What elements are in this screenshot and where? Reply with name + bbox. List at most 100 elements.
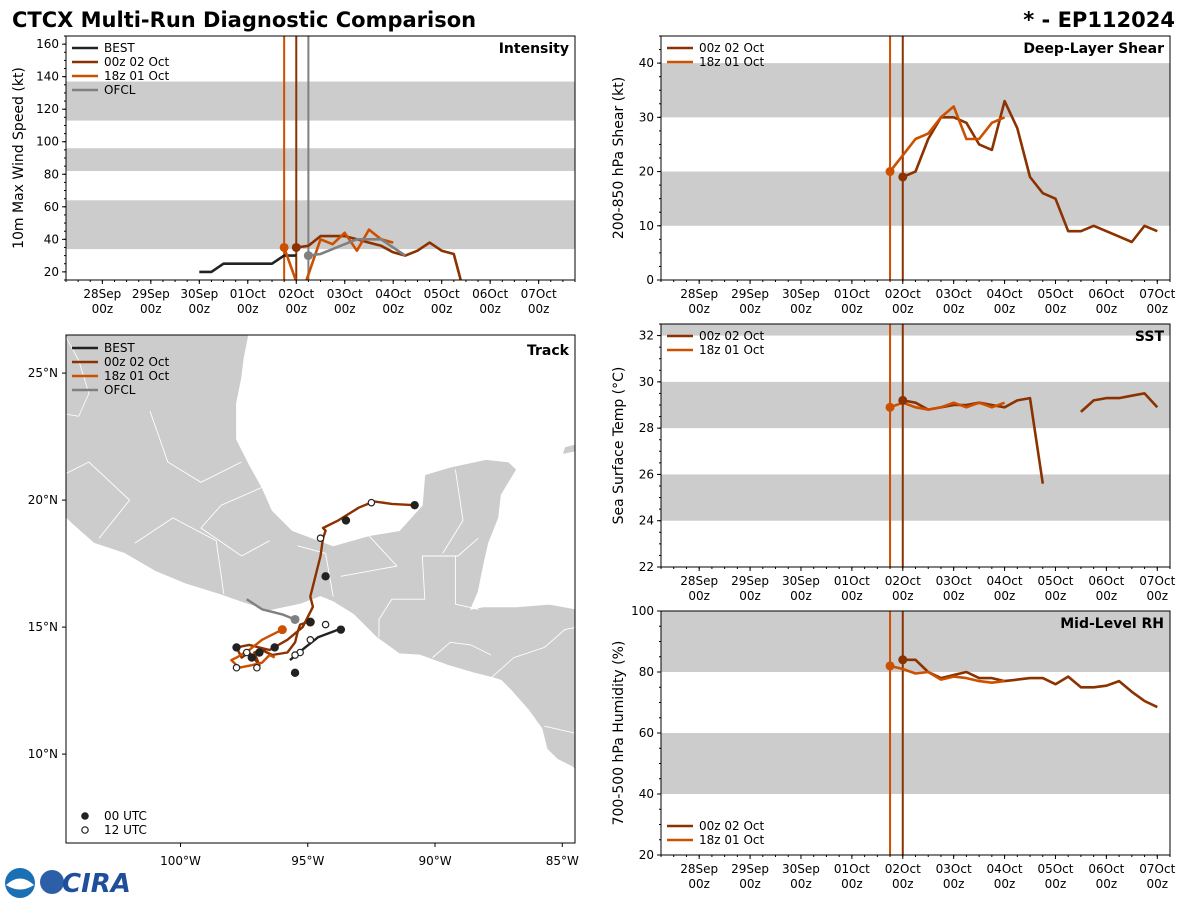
panel-title: SST <box>1135 329 1165 345</box>
x-tick-label-hour: 00z <box>994 877 1016 891</box>
series-line-18z-01-oct <box>889 401 1006 411</box>
track-point-00utc <box>232 643 241 652</box>
x-tick-label-hour: 00z <box>1096 877 1118 891</box>
y-tick-label: 160 <box>36 37 59 51</box>
init-marker-ofcl <box>303 251 313 261</box>
storm-id: * - EP112024 <box>1023 8 1175 32</box>
track-point-00utc <box>255 648 264 657</box>
track-panel: 100°W 95°W 90°W 85°W 10°N 15°N 20°N 25°N Track BE… <box>28 334 579 868</box>
x-tick-label-date: 03Oct <box>936 862 972 876</box>
init-marker-00z-02-oct <box>898 172 908 182</box>
x-tick-label-date: 07Oct <box>521 287 557 301</box>
x-tick-label-date: 07Oct <box>1139 574 1175 588</box>
x-tick-label-date: 03Oct <box>327 287 363 301</box>
init-marker-18z-01-oct <box>279 242 289 252</box>
x-tick-label-hour: 00z <box>528 302 550 316</box>
legend-label-00z-02-oct: 00z 02 Oct <box>104 55 170 69</box>
x-tick-label-date: 01Oct <box>834 574 870 588</box>
x-tick-label-date: 04Oct <box>375 287 411 301</box>
x-tick-label-date: 07Oct <box>1139 287 1175 301</box>
threshold-band <box>661 324 1170 336</box>
y-tick-label: 30 <box>639 375 654 389</box>
x-tick-label-hour: 00z <box>1096 589 1118 603</box>
y-tick-label: 40 <box>639 787 654 801</box>
lon-tick-label: 95°W <box>291 854 324 868</box>
x-tick-label-hour: 00z <box>1146 589 1168 603</box>
series-line-ofcl <box>308 238 407 257</box>
admin-boundary <box>340 535 398 577</box>
track-point-00utc <box>306 617 315 627</box>
legend-label-best: BEST <box>104 341 135 355</box>
x-tick-label-hour: 00z <box>892 589 914 603</box>
admin-boundary <box>454 556 479 610</box>
track-line-18z-01-oct <box>230 628 283 669</box>
x-tick-label-hour: 00z <box>943 302 965 316</box>
series-line-18z-01-oct <box>888 105 1006 173</box>
y-tick-label: 100 <box>631 604 654 618</box>
x-tick-label-hour: 00z <box>382 302 404 316</box>
track-point-12utc <box>253 663 261 672</box>
x-tick-label-date: 07Oct <box>1139 862 1175 876</box>
track-line-ofcl <box>246 598 296 621</box>
y-tick-label: 80 <box>639 665 654 679</box>
series-group <box>885 655 1158 709</box>
series-line-00z-02-oct <box>296 234 463 280</box>
intensity-panel: 2040608010012014016028Sep00z29Sep00z30Se… <box>11 35 576 316</box>
x-tick-label-date: 28Sep <box>680 287 718 301</box>
x-tick-label-date: 03Oct <box>936 574 972 588</box>
x-tick-label-hour: 00z <box>479 302 501 316</box>
threshold-band <box>66 148 575 172</box>
x-tick-label-date: 02Oct <box>885 287 921 301</box>
init-marker-18z-01-oct <box>885 661 895 671</box>
threshold-band <box>661 171 1170 226</box>
threshold-band <box>661 474 1170 521</box>
x-tick-label-hour: 00z <box>237 302 259 316</box>
y-tick-label: 140 <box>36 70 59 84</box>
admin-boundary <box>134 517 225 595</box>
x-tick-label-hour: 00z <box>994 302 1016 316</box>
admin-boundary <box>66 461 131 539</box>
x-tick-label-hour: 00z <box>943 589 965 603</box>
x-tick-label-hour: 00z <box>994 589 1016 603</box>
x-tick-label-date: 30Sep <box>180 287 218 301</box>
x-tick-label-hour: 00z <box>189 302 211 316</box>
series-line-best <box>199 254 297 274</box>
series-group <box>885 392 1159 484</box>
y-tick-label: 20 <box>639 165 654 179</box>
panel-title: Deep-Layer Shear <box>1023 41 1164 57</box>
plot-frame <box>65 35 576 281</box>
panel-title: Intensity <box>499 41 569 57</box>
x-tick-label-hour: 00z <box>431 302 453 316</box>
legend-label-ofcl: OFCL <box>104 383 136 397</box>
legend-label-18z-01-oct: 18z 01 Oct <box>104 369 170 383</box>
map-group <box>66 335 575 770</box>
track-point-12utc <box>367 498 376 507</box>
x-tick-label-date: 28Sep <box>680 862 718 876</box>
logo-text: CIRA <box>62 869 131 899</box>
legend-label-00z-02-oct: 00z 02 Oct <box>699 819 765 833</box>
y-tick-label: 40 <box>44 232 59 246</box>
x-tick-label-date: 29Sep <box>132 287 170 301</box>
y-tick-label: 30 <box>639 110 654 124</box>
x-tick-label-date: 02Oct <box>278 287 314 301</box>
x-tick-label-hour: 00z <box>92 302 114 316</box>
plot-frame <box>660 610 1171 856</box>
x-tick-label-date: 01Oct <box>230 287 266 301</box>
y-tick-label: 120 <box>36 102 59 116</box>
x-tick-label-date: 04Oct <box>987 574 1023 588</box>
x-tick-label-hour: 00z <box>892 877 914 891</box>
series-line-00z-02-oct <box>902 658 1158 709</box>
track-point-00utc <box>290 668 300 678</box>
track-point-00utc <box>410 500 419 510</box>
x-tick-label-date: 30Sep <box>782 287 820 301</box>
admin-boundary <box>200 486 270 557</box>
x-tick-label-date: 05Oct <box>1037 574 1073 588</box>
x-tick-label-hour: 00z <box>739 877 761 891</box>
shear-panel: 01020304028Sep00z29Sep00z30Sep00z01Oct00… <box>611 35 1176 316</box>
y-tick-label: 80 <box>44 167 59 181</box>
legend-label-12utc: 12 UTC <box>104 823 147 837</box>
x-tick-label-date: 04Oct <box>987 862 1023 876</box>
threshold-band <box>661 63 1170 118</box>
track-start-marker-18z-01-oct <box>277 625 287 635</box>
x-tick-label-hour: 00z <box>892 302 914 316</box>
